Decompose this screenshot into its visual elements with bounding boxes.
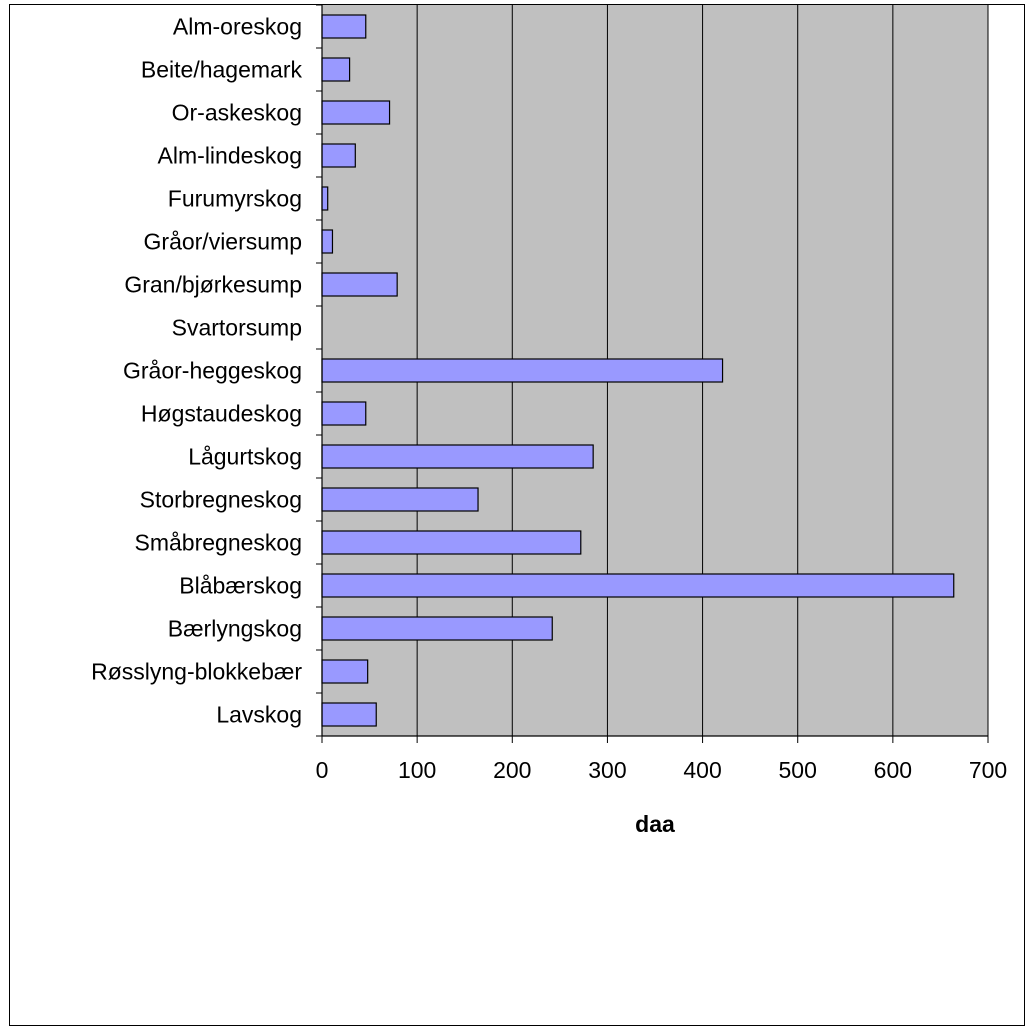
category-label: Bærlyngskog — [168, 616, 302, 642]
x-tick-label: 0 — [316, 757, 329, 783]
x-axis-title: daa — [635, 811, 675, 837]
x-tick-label: 700 — [969, 757, 1007, 783]
x-tick-label: 200 — [493, 757, 531, 783]
bar — [321, 272, 398, 297]
x-tick-labels: 0 100 200 300 400 500 600 700 — [316, 757, 1008, 783]
category-label: Blåbærskog — [179, 573, 302, 599]
bar — [321, 229, 334, 254]
bar — [321, 530, 582, 555]
chart-frame: Alm-oreskog Beite/hagemark Or-askeskog Alm-… — [9, 4, 1025, 1026]
bar — [321, 487, 479, 512]
axes — [316, 5, 989, 743]
category-label: Furumyrskog — [168, 186, 302, 212]
category-labels: Alm-oreskog Beite/hagemark Or-askeskog Alm-… — [91, 14, 302, 728]
category-label: Småbregneskog — [135, 530, 303, 556]
category-label: Lågurtskog — [188, 444, 302, 470]
bar — [321, 100, 391, 125]
bars — [321, 14, 955, 727]
category-label: Or-askeskog — [172, 100, 302, 126]
bar — [321, 143, 356, 168]
category-label: Storbregneskog — [140, 487, 302, 513]
bar — [321, 358, 724, 383]
x-tick-label: 300 — [588, 757, 626, 783]
bar — [321, 186, 329, 211]
x-tick-label: 600 — [874, 757, 912, 783]
category-label: Lavskog — [216, 702, 302, 728]
bar — [321, 14, 367, 39]
category-label: Svartorsump — [172, 315, 302, 341]
category-label: Alm-lindeskog — [158, 143, 302, 169]
x-tick-label: 400 — [683, 757, 721, 783]
category-label: Gråor-heggeskog — [123, 358, 302, 384]
category-label: Alm-oreskog — [173, 14, 302, 40]
category-label: Høgstaudeskog — [141, 401, 302, 427]
bar — [321, 702, 377, 727]
category-label: Gran/bjørkesump — [124, 272, 302, 298]
x-tick-label: 100 — [398, 757, 436, 783]
bar — [321, 57, 351, 82]
bar — [321, 659, 369, 684]
bar — [321, 401, 367, 426]
x-tick-label: 500 — [779, 757, 817, 783]
bar — [321, 444, 594, 469]
bar — [321, 573, 955, 598]
category-label: Røsslyng-blokkebær — [91, 659, 302, 685]
bar — [321, 616, 553, 641]
category-label: Beite/hagemark — [141, 57, 303, 83]
category-label: Gråor/viersump — [144, 229, 302, 255]
bar-chart: Alm-oreskog Beite/hagemark Or-askeskog Alm-… — [91, 5, 1008, 837]
